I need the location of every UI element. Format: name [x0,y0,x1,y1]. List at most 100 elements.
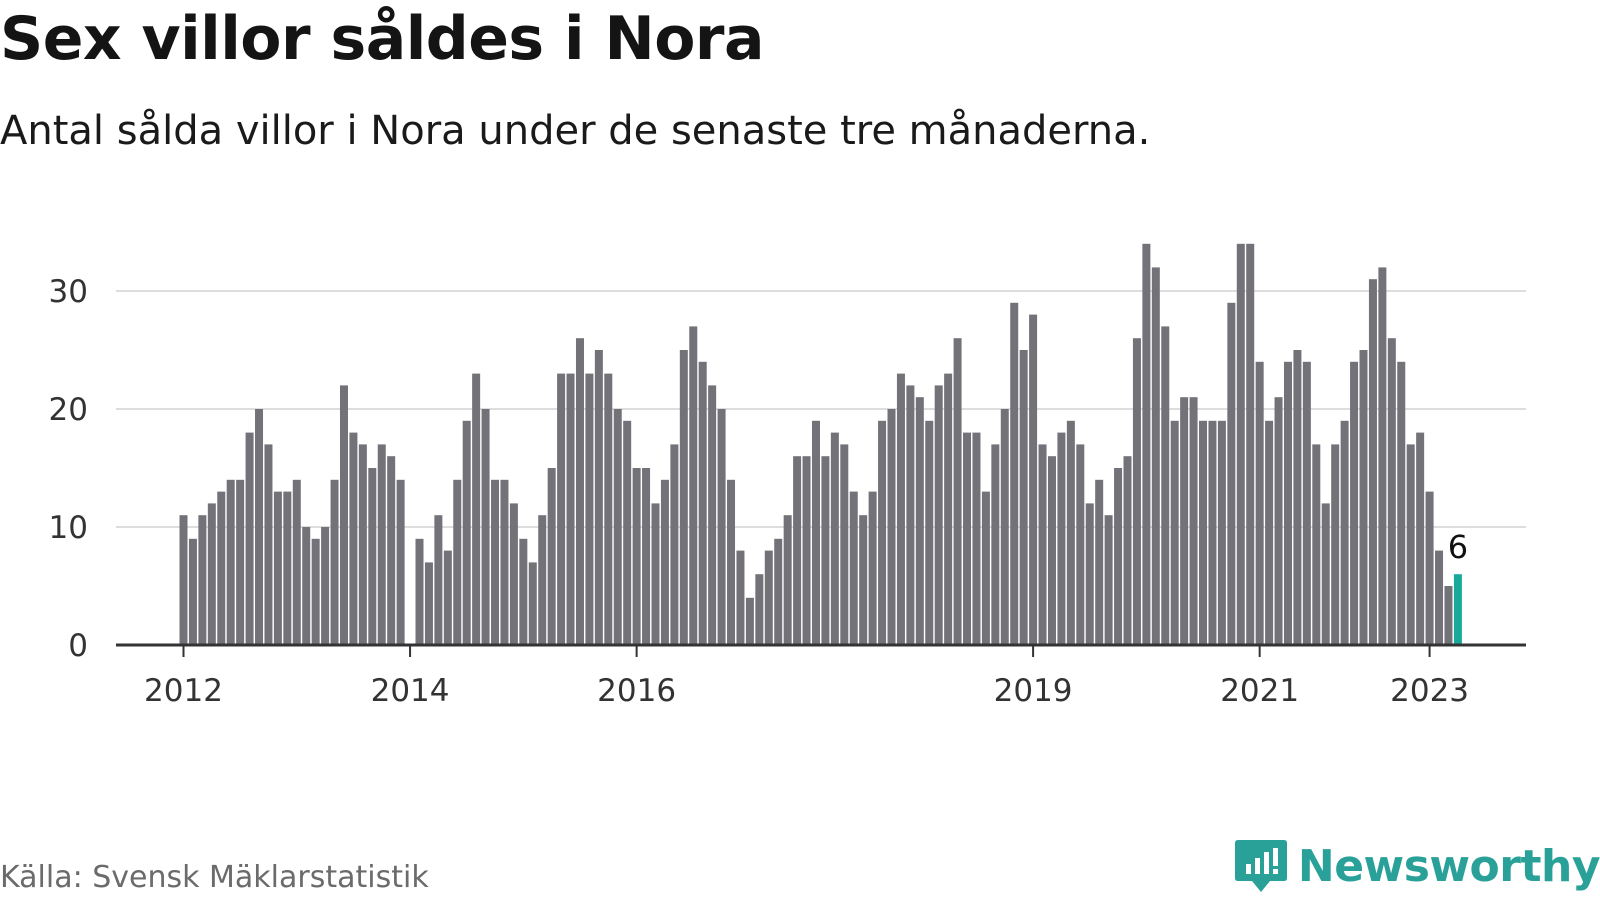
bar [292,479,301,645]
bar [1378,267,1387,645]
bar [311,538,320,645]
bar [1444,586,1453,645]
y-tick-label: 30 [49,274,88,310]
bar [1274,397,1283,645]
bar [849,491,858,645]
bar [1170,420,1179,645]
bar [528,562,537,645]
bar [245,432,254,645]
bar [802,456,811,645]
bar [915,397,924,645]
bar [585,373,594,645]
chart-title: Sex villor såldes i Nora [0,4,765,74]
bar [1142,243,1151,646]
bar [538,515,547,645]
last-value-label: 6 [1448,528,1468,566]
bar [774,538,783,645]
bar [717,409,726,645]
axes [116,643,1526,657]
bar [377,444,386,645]
bar [783,515,792,645]
bar [321,527,330,645]
brand-logo: Newsworthy [1234,838,1600,894]
chart-subtitle: Antal sålda villor i Nora under de senas… [0,108,1151,154]
bar [660,479,669,645]
newsworthy-logo-icon [1234,840,1287,892]
bar [1246,243,1255,646]
bar [1321,503,1330,645]
bar [462,420,471,645]
x-tick-label: 2019 [994,673,1073,709]
bar [840,444,849,645]
bar [519,538,528,645]
bar [1038,444,1047,645]
y-tick-label: 20 [49,392,88,428]
bar [934,385,943,645]
y-tick-label: 10 [49,510,88,546]
bar [188,538,197,645]
bar [896,373,905,645]
bar [472,373,481,645]
bar [1265,420,1274,645]
bar [944,373,953,645]
bar [1151,267,1160,645]
bar [981,491,990,645]
bar [1047,456,1056,645]
bar [255,409,264,645]
bar [1057,432,1066,645]
y-tick-label: 0 [68,628,88,664]
bar [547,468,556,645]
source-note: Källa: Svensk Mäklarstatistik [0,860,429,895]
bar-highlight [1453,574,1462,645]
bar [1180,397,1189,645]
x-tick-label: 2021 [1220,673,1299,709]
bar [387,456,396,645]
bar [991,444,1000,645]
bar [1350,361,1359,645]
bar [434,515,443,645]
bar [217,491,226,645]
bar [396,479,405,645]
bar [424,562,433,645]
brand-name: Newsworthy [1297,840,1600,892]
bar [1397,361,1406,645]
bar [283,491,292,645]
x-tick-label: 2012 [144,673,223,709]
bar [604,373,613,645]
bar [1000,409,1009,645]
bar [557,373,566,645]
bar [830,432,839,645]
bar [925,420,934,645]
bar [1208,420,1217,645]
bar [906,385,915,645]
x-tick-label: 2016 [597,673,676,709]
bar [632,468,641,645]
bar [679,350,688,645]
bar [1114,468,1123,645]
bar [500,479,509,645]
bar [1095,479,1104,645]
bar [264,444,273,645]
bar [415,538,424,645]
bar [1029,314,1038,645]
bar [443,550,452,645]
bar [1066,420,1075,645]
bar [1368,279,1377,645]
bar [566,373,575,645]
bar [226,479,235,645]
bar [1416,432,1425,645]
bar [878,420,887,645]
bar [963,432,972,645]
bar [481,409,490,645]
bar [953,338,962,645]
bar [453,479,462,645]
bar [1189,397,1198,645]
bar [1085,503,1094,645]
bar [491,479,500,645]
bar [698,361,707,645]
bar [736,550,745,645]
bar [670,444,679,645]
bar [368,468,377,645]
x-tick-label: 2023 [1390,673,1469,709]
bar [1340,420,1349,645]
